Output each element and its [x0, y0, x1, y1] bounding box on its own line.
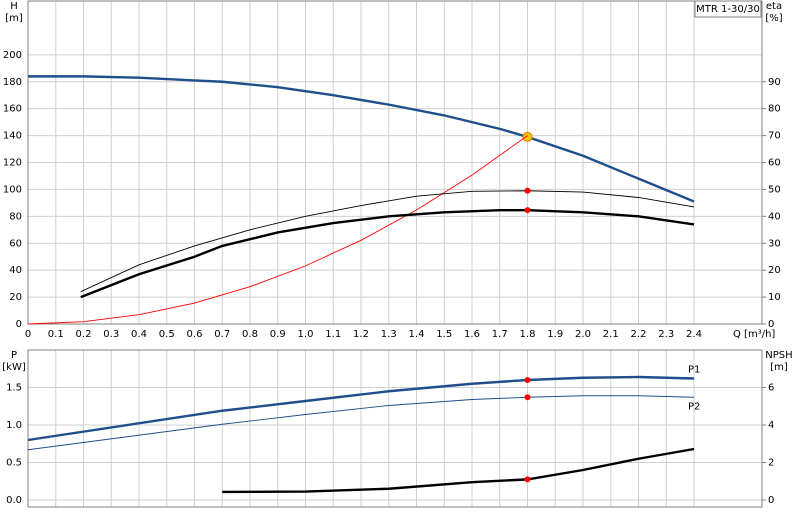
y2-tick-label: 60	[768, 158, 781, 169]
duty-point	[524, 394, 531, 401]
x-tick-label: 0.4	[131, 329, 147, 340]
x-tick-label: 2.1	[603, 329, 619, 340]
y-tick-label: 0.5	[6, 458, 22, 469]
x-tick-label: 2.2	[631, 329, 647, 340]
y2-tick-label: 10	[768, 292, 781, 303]
y-tick-label: 160	[3, 104, 22, 115]
curve	[27, 375, 695, 442]
x-tick-label: 0.6	[187, 329, 203, 340]
x-tick-label: 1.3	[381, 329, 397, 340]
y-tick-label: 200	[3, 50, 22, 61]
y2-tick-label: 2	[768, 458, 774, 469]
plot-frame	[27, 0, 763, 325]
x-tick-label: 1.8	[520, 329, 536, 340]
curve	[27, 135, 528, 325]
curve	[27, 395, 695, 451]
y-tick-label: 80	[9, 211, 22, 222]
y-tick-label: 100	[3, 184, 22, 195]
x-tick-label: 0.7	[214, 329, 230, 340]
y-unit: [m]	[5, 13, 23, 24]
y-tick-label: 140	[3, 131, 22, 142]
x-tick-label: 1.5	[436, 329, 452, 340]
y-tick-label: 40	[9, 265, 22, 276]
duty-point	[522, 131, 533, 142]
curve	[80, 208, 695, 299]
y2-unit: [%]	[765, 13, 782, 24]
x-tick-label: 1.6	[464, 329, 480, 340]
y2-tick-label: 90	[768, 77, 781, 88]
y2-tick-label: 40	[768, 211, 781, 222]
curve	[80, 190, 695, 293]
x-label: Q [m³/h]	[733, 329, 775, 340]
x-tick-label: 2.4	[686, 329, 702, 340]
y-tick-label: 120	[3, 158, 22, 169]
y-tick-label: 60	[9, 238, 22, 249]
y-label: H	[10, 1, 18, 12]
y2-label: NPSH	[765, 350, 792, 361]
curve	[28, 75, 695, 203]
duty-point	[524, 207, 531, 214]
y2-tick-label: 0	[768, 319, 774, 330]
y-tick-label: 0.0	[6, 495, 22, 506]
x-tick-label: 0	[25, 329, 31, 340]
y-unit: [kW]	[2, 362, 26, 373]
x-tick-label: 0.3	[103, 329, 119, 340]
x-tick-label: 0.1	[48, 329, 64, 340]
y-tick-label: 180	[3, 77, 22, 88]
x-tick-label: 0.5	[159, 329, 175, 340]
duty-point	[524, 377, 531, 383]
y2-label: eta	[766, 1, 782, 12]
y2-tick-label: 20	[768, 265, 781, 276]
y-tick-label: 1.5	[6, 383, 22, 394]
curve-label: P1	[688, 365, 700, 376]
duty-point	[524, 476, 531, 483]
y-tick-label: 1.0	[6, 420, 22, 431]
y-tick-label: 20	[9, 292, 22, 303]
x-tick-label: 0.2	[76, 329, 92, 340]
y-tick-label: 0	[16, 319, 22, 330]
y2-unit: [m]	[770, 362, 788, 373]
x-tick-label: 1.7	[492, 329, 508, 340]
x-tick-label: 1.9	[547, 329, 563, 340]
x-tick-label: 1.2	[353, 329, 369, 340]
x-tick-label: 2.0	[575, 329, 591, 340]
y2-tick-label: 50	[768, 184, 781, 195]
y2-tick-label: 4	[768, 420, 774, 431]
x-tick-label: 0.9	[270, 329, 286, 340]
x-tick-label: 0.8	[242, 329, 258, 340]
y2-tick-label: 30	[768, 238, 781, 249]
y2-tick-label: 6	[768, 383, 774, 394]
y2-tick-label: 70	[768, 131, 781, 142]
curve	[222, 447, 695, 494]
y2-tick-label: 80	[768, 104, 781, 115]
curve-label: P2	[688, 401, 700, 412]
x-tick-label: 1.4	[409, 329, 425, 340]
x-tick-label: 1.1	[325, 329, 341, 340]
y2-tick-label: 0	[768, 495, 774, 506]
duty-point	[524, 187, 531, 194]
model-label: MTR 1-30/30	[696, 4, 760, 15]
y-label: P	[11, 350, 17, 361]
x-tick-label: 2.3	[658, 329, 674, 340]
x-tick-label: 1.0	[298, 329, 314, 340]
plot-frame	[27, 349, 763, 508]
